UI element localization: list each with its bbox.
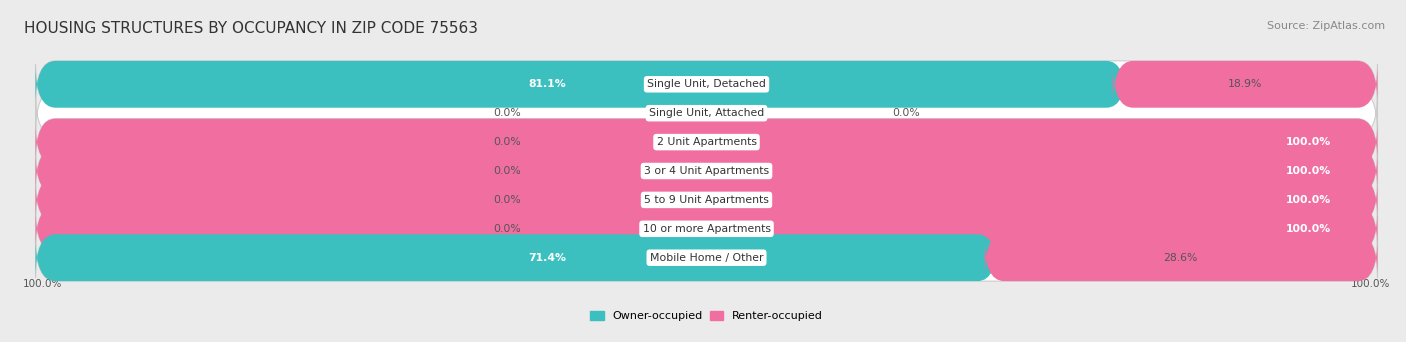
Text: 3 or 4 Unit Apartments: 3 or 4 Unit Apartments bbox=[644, 166, 769, 176]
Text: 100.0%: 100.0% bbox=[1285, 137, 1331, 147]
Text: 0.0%: 0.0% bbox=[492, 195, 520, 205]
FancyBboxPatch shape bbox=[35, 90, 1378, 136]
Text: 10 or more Apartments: 10 or more Apartments bbox=[643, 224, 770, 234]
FancyBboxPatch shape bbox=[1114, 61, 1378, 108]
FancyBboxPatch shape bbox=[984, 234, 1378, 281]
FancyBboxPatch shape bbox=[35, 206, 1378, 252]
Text: 100.0%: 100.0% bbox=[1285, 224, 1331, 234]
FancyBboxPatch shape bbox=[35, 119, 1378, 166]
Text: 0.0%: 0.0% bbox=[492, 224, 520, 234]
FancyBboxPatch shape bbox=[35, 176, 1378, 223]
Text: Source: ZipAtlas.com: Source: ZipAtlas.com bbox=[1267, 21, 1385, 30]
FancyBboxPatch shape bbox=[35, 119, 1378, 166]
FancyBboxPatch shape bbox=[35, 234, 1378, 281]
Text: 2 Unit Apartments: 2 Unit Apartments bbox=[657, 137, 756, 147]
Text: Mobile Home / Other: Mobile Home / Other bbox=[650, 253, 763, 263]
FancyBboxPatch shape bbox=[35, 234, 997, 281]
FancyBboxPatch shape bbox=[35, 148, 1378, 194]
Text: 0.0%: 0.0% bbox=[492, 137, 520, 147]
Legend: Owner-occupied, Renter-occupied: Owner-occupied, Renter-occupied bbox=[586, 306, 827, 326]
Text: 0.0%: 0.0% bbox=[492, 166, 520, 176]
FancyBboxPatch shape bbox=[35, 176, 1378, 223]
Text: 71.4%: 71.4% bbox=[529, 253, 567, 263]
FancyBboxPatch shape bbox=[35, 61, 1378, 108]
Text: Single Unit, Detached: Single Unit, Detached bbox=[647, 79, 766, 89]
Text: 28.6%: 28.6% bbox=[1164, 253, 1198, 263]
Text: 100.0%: 100.0% bbox=[1285, 195, 1331, 205]
Text: 81.1%: 81.1% bbox=[529, 79, 567, 89]
Text: 100.0%: 100.0% bbox=[1285, 166, 1331, 176]
Text: 5 to 9 Unit Apartments: 5 to 9 Unit Apartments bbox=[644, 195, 769, 205]
Text: Single Unit, Attached: Single Unit, Attached bbox=[650, 108, 763, 118]
FancyBboxPatch shape bbox=[35, 61, 1126, 108]
Text: 18.9%: 18.9% bbox=[1227, 79, 1263, 89]
Text: HOUSING STRUCTURES BY OCCUPANCY IN ZIP CODE 75563: HOUSING STRUCTURES BY OCCUPANCY IN ZIP C… bbox=[24, 21, 478, 36]
FancyBboxPatch shape bbox=[35, 206, 1378, 252]
FancyBboxPatch shape bbox=[35, 148, 1378, 194]
Text: 0.0%: 0.0% bbox=[492, 108, 520, 118]
Text: 0.0%: 0.0% bbox=[893, 108, 921, 118]
